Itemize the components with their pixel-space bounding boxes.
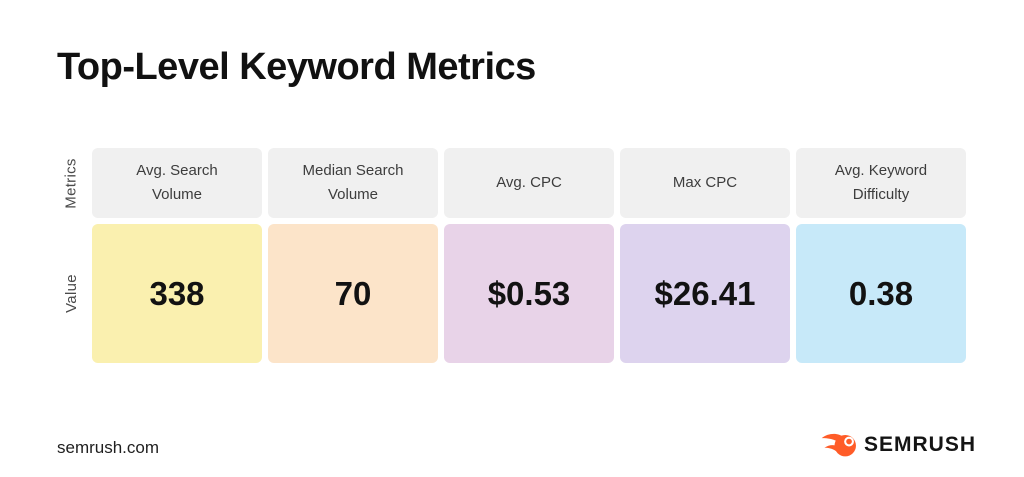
value-cell-avg-search-volume: 338 [92, 224, 262, 363]
row-label-value: Value [56, 224, 86, 363]
header-cell-avg-keyword-difficulty: Avg. Keyword Difficulty [796, 148, 966, 218]
row-label-metrics: Metrics [56, 148, 86, 218]
semrush-logo: SEMRUSH [821, 431, 976, 459]
row-label-metrics-text: Metrics [62, 157, 80, 209]
semrush-wordmark: SEMRUSH [863, 433, 976, 456]
header-cell-max-cpc: Max CPC [620, 148, 790, 218]
header-cell-avg-cpc: Avg. CPC [444, 148, 614, 218]
value-cell-avg-cpc: $0.53 [444, 224, 614, 363]
semrush-fireball-icon [821, 431, 857, 459]
value-cell-median-search-volume: 70 [268, 224, 438, 363]
value-cell-avg-keyword-difficulty: 0.38 [796, 224, 966, 363]
source-text: semrush.com [57, 438, 160, 457]
header-cell-median-search-volume: Median Search Volume [268, 148, 438, 218]
page-title: Top-Level Keyword Metrics [57, 46, 536, 88]
value-cell-max-cpc: $26.41 [620, 224, 790, 363]
keyword-metrics-table: Metrics Avg. Search Volume Median Search… [56, 148, 966, 363]
row-label-value-text: Value [62, 274, 80, 313]
header-cell-avg-search-volume: Avg. Search Volume [92, 148, 262, 218]
